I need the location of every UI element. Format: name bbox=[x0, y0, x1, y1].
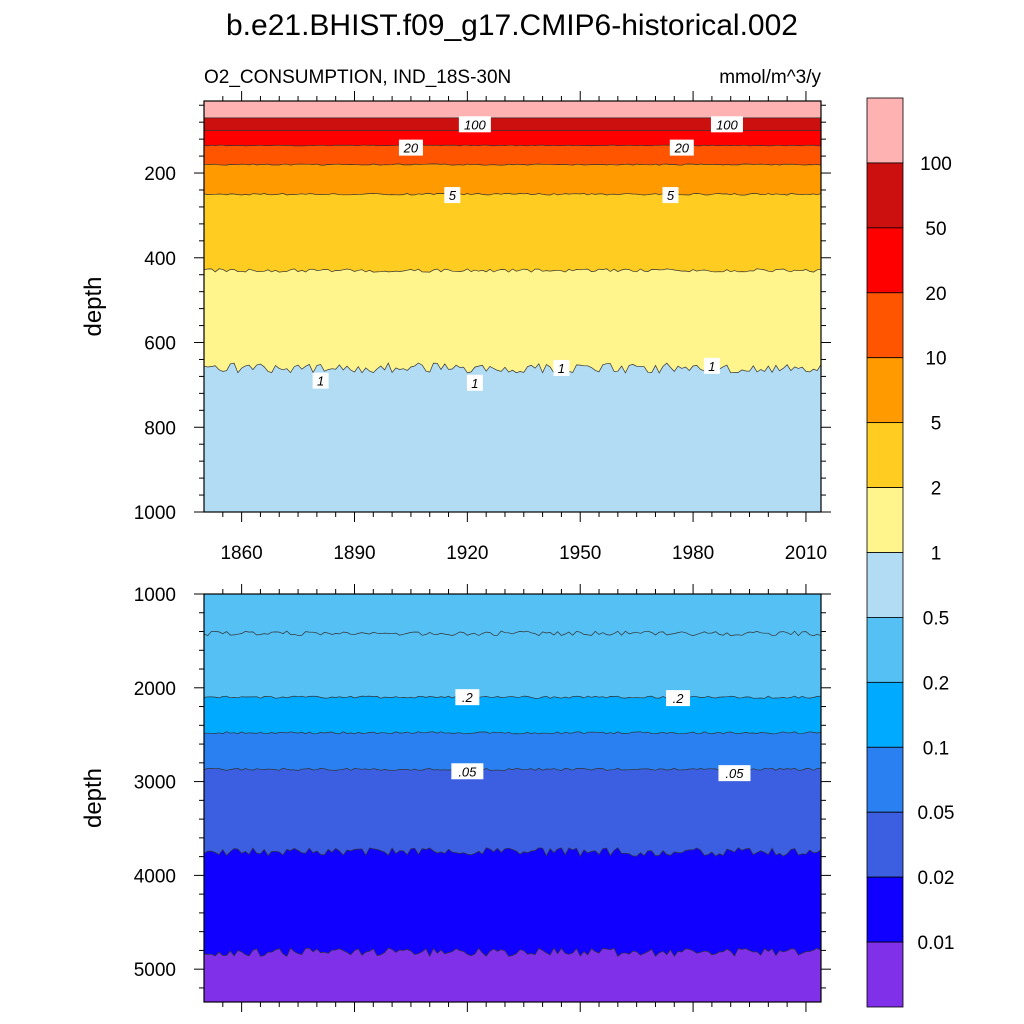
contour-label-box bbox=[312, 372, 329, 389]
units-subtitle: mmol/m^3/y bbox=[719, 67, 821, 88]
y-tick-label: 1000 bbox=[134, 503, 176, 524]
colorbar-label: 0.05 bbox=[918, 803, 955, 824]
y-tick-label: 400 bbox=[144, 249, 176, 270]
contour-label: 1 bbox=[471, 376, 478, 391]
contour-label-box bbox=[710, 116, 743, 133]
lower-depth-panel: .2 .2 .05 .05 1000 2000 3000 4000 5000 depth bbox=[80, 584, 831, 1012]
contour-label-box bbox=[458, 116, 491, 133]
colorbar-swatch bbox=[866, 357, 904, 424]
colorbar-label: 100 bbox=[920, 154, 952, 175]
contour-label-box bbox=[455, 689, 480, 706]
y-tick-label: 1000 bbox=[134, 585, 176, 606]
contour-label: 1 bbox=[708, 359, 715, 374]
y-tick-label: 3000 bbox=[134, 773, 176, 794]
contour-label: 100 bbox=[716, 117, 738, 132]
colorbar-label: 0.5 bbox=[923, 608, 949, 629]
contour-label-box bbox=[398, 139, 423, 156]
contour-label-box bbox=[718, 765, 751, 782]
colorbar-swatch bbox=[866, 552, 904, 618]
contour-line-0.1 bbox=[204, 731, 821, 735]
contour-band-0.01 bbox=[204, 948, 821, 1002]
plot-frame bbox=[203, 100, 822, 513]
contour-label: 5 bbox=[667, 188, 675, 203]
contour-label-box bbox=[703, 357, 720, 374]
colorbar-label: 20 bbox=[925, 284, 946, 305]
y-tick-label: 800 bbox=[144, 418, 176, 439]
contour-line-10 bbox=[204, 163, 821, 166]
x-tick-label: 2010 bbox=[785, 543, 827, 564]
colorbar-swatch bbox=[866, 681, 904, 748]
y-axis-label: depth bbox=[80, 768, 107, 828]
colorbar-swatch bbox=[866, 292, 904, 359]
colorbar-swatch bbox=[866, 227, 904, 294]
contour-line-0.01 bbox=[204, 947, 821, 958]
x-tick-label: 1950 bbox=[559, 543, 601, 564]
colorbar-label: 0.01 bbox=[918, 933, 955, 954]
colorbar-label: 1 bbox=[931, 544, 942, 565]
colorbar-label: 0.2 bbox=[923, 673, 949, 694]
y-tick-label: 2000 bbox=[134, 679, 176, 700]
contour-label: .2 bbox=[673, 691, 685, 706]
colorbar-swatch bbox=[866, 941, 904, 1008]
figure-title: b.e21.BHIST.f09_g17.CMIP6-historical.002 bbox=[226, 9, 798, 42]
colorbar-label: 10 bbox=[925, 349, 946, 370]
contour-line-2 bbox=[204, 268, 821, 273]
x-tick-label: 1980 bbox=[672, 543, 714, 564]
x-tick-label: 1860 bbox=[220, 543, 262, 564]
contour-label: 1 bbox=[317, 374, 324, 389]
colorbar-swatch bbox=[866, 811, 904, 878]
contour-label-box bbox=[669, 139, 694, 156]
x-tick-label: 1890 bbox=[333, 543, 375, 564]
contour-label-box bbox=[444, 187, 461, 204]
plot-frame bbox=[203, 593, 822, 1003]
contour-label: .2 bbox=[462, 690, 474, 705]
y-tick-label: 600 bbox=[144, 334, 176, 355]
contour-label: 5 bbox=[449, 188, 457, 203]
contour-label: 100 bbox=[464, 117, 486, 132]
y-tick-label: 4000 bbox=[134, 866, 176, 887]
contour-line-5 bbox=[204, 193, 821, 196]
x-tick-label: 1920 bbox=[446, 543, 488, 564]
colorbar-swatch bbox=[866, 162, 904, 229]
colorbar-swatch bbox=[866, 97, 904, 164]
contour-label: 1 bbox=[558, 361, 565, 376]
variable-subtitle: O2_CONSUMPTION, IND_18S-30N bbox=[204, 67, 511, 88]
contour-line-20 bbox=[204, 144, 821, 147]
colorbar: 100 50 20 10 5 2 1 0.5 0.2 0.1 0.05 0.02 0.01 bbox=[866, 97, 955, 1008]
contour-label-box bbox=[666, 690, 691, 707]
colorbar-swatch bbox=[866, 617, 904, 683]
contour-label: 20 bbox=[674, 141, 690, 156]
contour-label: 20 bbox=[403, 141, 419, 156]
y-axis-label: depth bbox=[80, 276, 107, 336]
contour-line-0.2 bbox=[204, 695, 821, 699]
colorbar-label: 50 bbox=[925, 219, 946, 240]
colorbar-swatch bbox=[866, 876, 904, 943]
contour-band-1 bbox=[204, 363, 821, 512]
contour-label: .05 bbox=[458, 764, 477, 779]
contour-label-box bbox=[553, 359, 570, 376]
colorbar-swatch bbox=[866, 487, 904, 553]
upper-depth-panel: 100 100 20 20 5 5 1 1 1 1 1860 1890 1920 1950 1980 2010… bbox=[80, 91, 831, 564]
colorbar-label: 2 bbox=[931, 479, 942, 500]
y-tick-label: 200 bbox=[144, 164, 176, 185]
contour-line-0.5 bbox=[204, 630, 821, 637]
contour-label-box bbox=[451, 763, 484, 780]
contour-label-box bbox=[662, 187, 679, 204]
colorbar-swatch bbox=[866, 746, 904, 813]
colorbar-label: 5 bbox=[931, 414, 942, 435]
contour-label: .05 bbox=[725, 766, 744, 781]
contour-line-0.02 bbox=[204, 847, 821, 857]
y-tick-label: 5000 bbox=[134, 960, 176, 981]
colorbar-label: 0.1 bbox=[923, 738, 949, 759]
contour-line-0.05 bbox=[204, 767, 821, 771]
contour-label-box bbox=[466, 374, 483, 391]
colorbar-swatch bbox=[866, 422, 904, 488]
colorbar-label: 0.02 bbox=[918, 868, 955, 889]
